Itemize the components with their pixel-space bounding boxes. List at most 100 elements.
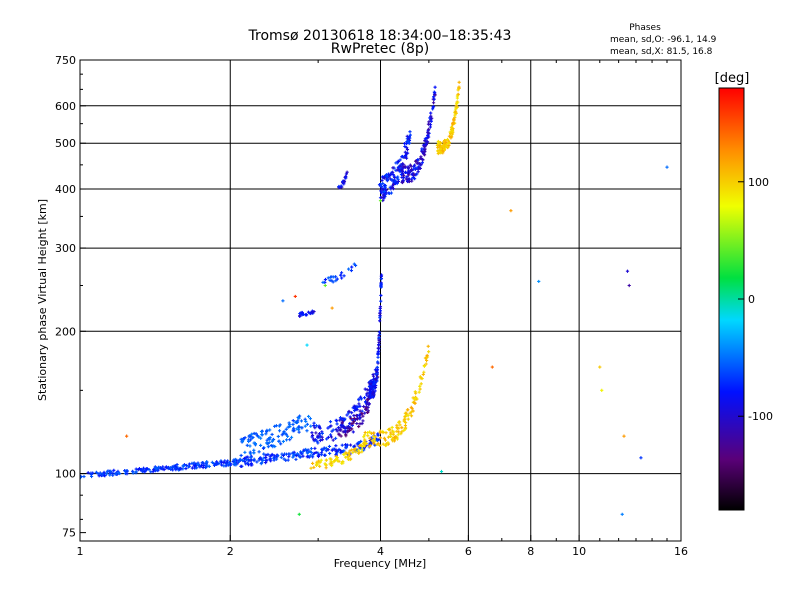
trace-point bbox=[125, 469, 129, 473]
trace-point bbox=[278, 423, 282, 427]
trace-point bbox=[364, 406, 368, 410]
trace-point bbox=[437, 144, 442, 148]
trace-point bbox=[373, 439, 377, 444]
trace-point bbox=[345, 413, 349, 417]
trace-point bbox=[372, 381, 376, 385]
trace-point bbox=[187, 462, 191, 466]
trace-point bbox=[222, 461, 226, 465]
trace-point bbox=[346, 430, 350, 434]
trace-point bbox=[320, 435, 324, 439]
trace-point bbox=[334, 418, 338, 422]
trace-point bbox=[419, 382, 423, 386]
trace-point bbox=[312, 437, 316, 441]
trace-point bbox=[314, 424, 319, 428]
colorbar-tick-label: 0 bbox=[748, 293, 755, 306]
colorbar-label: [deg] bbox=[715, 71, 750, 86]
trace-point bbox=[426, 122, 431, 126]
trace-point bbox=[164, 465, 168, 469]
trace-point bbox=[404, 177, 408, 181]
trace-point bbox=[337, 447, 341, 452]
trace-point bbox=[410, 406, 414, 411]
trace-point bbox=[349, 443, 353, 447]
trace-point bbox=[243, 459, 247, 464]
phases-o-stats: mean, sd,O: -96.1, 14.9 bbox=[610, 35, 717, 45]
trace-point bbox=[274, 424, 279, 428]
trace-point bbox=[329, 461, 333, 465]
trace-point bbox=[356, 448, 361, 452]
trace-point bbox=[327, 444, 332, 449]
trace-point bbox=[329, 424, 333, 428]
trace-point bbox=[403, 142, 407, 146]
x-axis-ticks: 1 2 4 6 8 10 16 bbox=[77, 60, 688, 558]
trace-point bbox=[399, 173, 404, 177]
trace-point bbox=[86, 471, 90, 475]
trace-point bbox=[426, 131, 430, 135]
trace-point bbox=[390, 178, 394, 182]
trace-point bbox=[310, 310, 314, 314]
trace-point bbox=[252, 448, 256, 452]
trace-point bbox=[339, 425, 343, 429]
trace-point bbox=[305, 422, 310, 426]
trace-point bbox=[102, 470, 106, 475]
trace-point bbox=[400, 162, 405, 166]
trace-point bbox=[354, 407, 358, 411]
trace-point bbox=[254, 432, 258, 436]
trace-point bbox=[330, 448, 334, 452]
isolated-point bbox=[281, 299, 285, 303]
x-tick-label: 16 bbox=[674, 545, 688, 558]
trace-point bbox=[346, 451, 351, 455]
trace-point bbox=[336, 426, 341, 430]
trace-point bbox=[381, 430, 385, 435]
colorbar-ticks: -100 0 100 bbox=[738, 176, 773, 423]
trace-point bbox=[255, 460, 259, 464]
trace-point bbox=[244, 457, 249, 462]
trace-point bbox=[354, 413, 358, 418]
trace-point bbox=[350, 411, 354, 415]
trace-point bbox=[408, 133, 412, 137]
trace-point bbox=[315, 439, 319, 443]
trace-point bbox=[381, 442, 385, 446]
trace-point bbox=[367, 430, 372, 434]
trace-point bbox=[112, 468, 116, 472]
trace-point bbox=[343, 417, 347, 421]
phases-title: Phases bbox=[629, 23, 661, 33]
trace-point bbox=[420, 161, 424, 165]
trace-point bbox=[436, 145, 440, 150]
trace-point bbox=[403, 150, 407, 154]
trace-point bbox=[408, 130, 412, 134]
trace-point bbox=[305, 451, 309, 455]
trace-point bbox=[205, 460, 209, 464]
trace-point bbox=[366, 405, 370, 409]
trace-point bbox=[431, 101, 436, 105]
trace-point bbox=[377, 343, 381, 347]
trace-point bbox=[348, 415, 352, 419]
trace-point bbox=[396, 159, 400, 163]
trace-point bbox=[276, 453, 280, 458]
trace-point bbox=[305, 429, 309, 433]
trace-point bbox=[384, 443, 388, 447]
isolated-point bbox=[622, 434, 626, 438]
colorbar-tick-label: 100 bbox=[748, 176, 769, 189]
trace-point bbox=[404, 411, 408, 415]
trace-point bbox=[359, 397, 364, 401]
trace-point bbox=[335, 459, 340, 463]
trace-point bbox=[313, 426, 317, 430]
trace-point bbox=[405, 148, 410, 152]
trace-point bbox=[380, 178, 384, 183]
trace-point bbox=[375, 365, 379, 369]
trace-point bbox=[223, 459, 227, 463]
trace-point bbox=[449, 125, 454, 129]
trace-point bbox=[346, 457, 350, 461]
trace-point bbox=[417, 390, 421, 394]
trace-point bbox=[399, 432, 403, 436]
trace-point bbox=[279, 455, 283, 459]
trace-point bbox=[186, 465, 191, 469]
trace-point bbox=[149, 470, 153, 474]
trace-point bbox=[304, 447, 308, 452]
trace-point bbox=[412, 167, 416, 171]
trace-point bbox=[322, 453, 327, 457]
trace-point bbox=[346, 267, 351, 271]
trace-point bbox=[433, 91, 437, 95]
trace-point bbox=[378, 319, 382, 323]
trace-point bbox=[302, 448, 306, 452]
